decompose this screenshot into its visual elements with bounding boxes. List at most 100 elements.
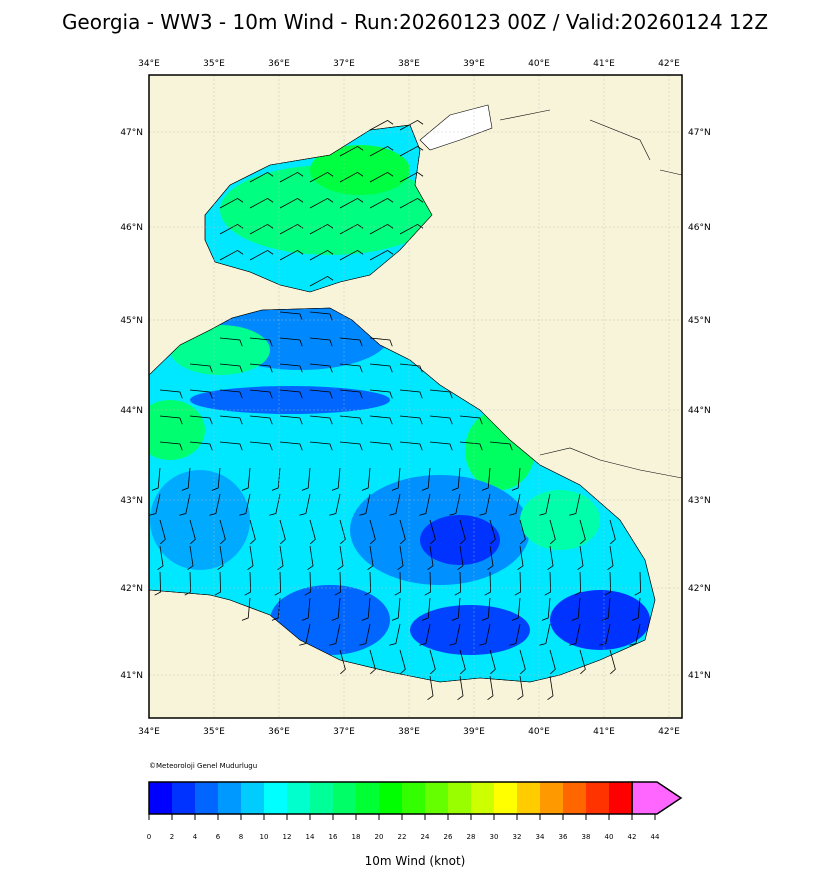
wind-barb — [339, 649, 346, 675]
colorbar-tick-label: 44 — [651, 833, 660, 841]
wind-barb — [429, 441, 453, 451]
wind-barb — [479, 493, 491, 516]
wind-barb — [339, 519, 346, 545]
wind-barb — [244, 571, 252, 596]
wind-barb — [337, 545, 344, 570]
wind-barb — [481, 597, 491, 621]
lat-label: 43°N — [688, 496, 711, 506]
lon-label: 39°E — [463, 727, 485, 737]
wind-barb — [219, 337, 243, 347]
wind-barb — [574, 571, 582, 596]
colorbar-tick-label: 32 — [513, 833, 522, 841]
wind-barb — [487, 675, 494, 700]
lat-label: 44°N — [688, 406, 711, 416]
wind-barb — [179, 493, 191, 516]
wind-barb — [399, 519, 406, 545]
wind-barb — [269, 493, 281, 516]
wind-barb — [579, 649, 586, 675]
colorbar-tick-label: 28 — [467, 833, 476, 841]
colorbar-tick-label: 40 — [605, 833, 614, 841]
wind-barb — [249, 415, 273, 425]
wind-barb — [271, 597, 281, 621]
wind-barb — [247, 545, 254, 570]
colorbar-swatch — [287, 782, 310, 814]
wind-barb — [159, 441, 183, 451]
wind-barb — [249, 337, 273, 347]
colorbar-swatch — [517, 782, 540, 814]
colorbar-swatch — [241, 782, 264, 814]
wind-barb — [429, 389, 453, 399]
wind-barb — [369, 249, 394, 261]
wind-barb — [249, 197, 274, 209]
lat-label: 43°N — [120, 496, 143, 506]
lat-label: 42°N — [688, 584, 711, 594]
colorbar-swatch — [356, 782, 379, 814]
wind-barb — [181, 467, 191, 491]
lat-label: 47°N — [688, 128, 711, 138]
lon-label: 35°E — [203, 59, 225, 69]
copyright: ©Meteoroloji Genel Mudurlugu — [149, 762, 257, 770]
colorbar-swatch — [402, 782, 425, 814]
wind-barb — [274, 571, 282, 596]
wind-barb — [394, 571, 402, 596]
wind-barb — [449, 623, 461, 646]
wind-barb — [519, 519, 526, 545]
lat-label: 41°N — [688, 671, 711, 681]
colorbar-swatch — [149, 782, 172, 814]
wind-barb — [484, 571, 492, 596]
wind-barb — [459, 519, 466, 545]
lat-label: 42°N — [120, 584, 143, 594]
wind-barb — [309, 171, 334, 183]
wind-barb — [607, 545, 614, 570]
colorbar-tick-label: 30 — [490, 833, 499, 841]
lon-label: 37°E — [333, 727, 355, 737]
wind-barb — [459, 649, 466, 675]
wind-barb — [577, 545, 584, 570]
wind-barb — [334, 571, 342, 596]
colorbar-swatch — [586, 782, 609, 814]
colorbar-swatch — [540, 782, 563, 814]
colorbar: 0 2 4 6 8 10 12 14 16 18 20 22 24 26 28 30 32 34 36 38 40 42 4… — [147, 781, 683, 841]
wind-barb — [279, 519, 286, 545]
wind-barb — [369, 415, 393, 425]
wind-barb — [189, 415, 213, 425]
colorbar-tick-label: 38 — [582, 833, 591, 841]
wind-barb — [309, 519, 316, 545]
colorbar-tick-label: 26 — [444, 833, 453, 841]
wind-barb — [397, 545, 404, 570]
wind-barb — [309, 389, 333, 399]
wind-barb — [339, 415, 363, 425]
colorbar-swatch — [563, 782, 586, 814]
colorbar-tick-label: 8 — [239, 833, 243, 841]
colorbar-swatch — [310, 782, 333, 814]
wind-barb — [369, 389, 393, 399]
wind-barb — [329, 493, 341, 516]
wind-barb — [369, 519, 376, 545]
wind-barb — [489, 649, 496, 675]
wind-barb — [331, 467, 341, 491]
wind-barb — [511, 597, 521, 621]
colorbar-swatch — [425, 782, 448, 814]
wind-barb — [369, 197, 394, 209]
wind-barb — [339, 145, 364, 157]
wind-barb — [369, 649, 376, 675]
wind-barb — [389, 493, 401, 516]
lat-label: 45°N — [120, 316, 143, 326]
wind-barb — [449, 493, 461, 516]
lon-label: 42°E — [658, 59, 680, 69]
wind-barb — [399, 649, 406, 675]
wind-barb — [454, 571, 462, 596]
colorbar-tick-label: 0 — [147, 833, 151, 841]
wind-barb — [511, 467, 521, 491]
wind-barb — [487, 545, 494, 570]
wind-barb — [427, 675, 434, 700]
wind-barb — [307, 545, 314, 570]
wind-barb — [479, 623, 491, 646]
colorbar-tick-label: 18 — [352, 833, 361, 841]
wind-barb — [359, 623, 371, 646]
colorbar-swatch — [448, 782, 471, 814]
wind-barb — [219, 249, 244, 261]
wind-barb — [249, 441, 273, 451]
wind-barb — [309, 415, 333, 425]
